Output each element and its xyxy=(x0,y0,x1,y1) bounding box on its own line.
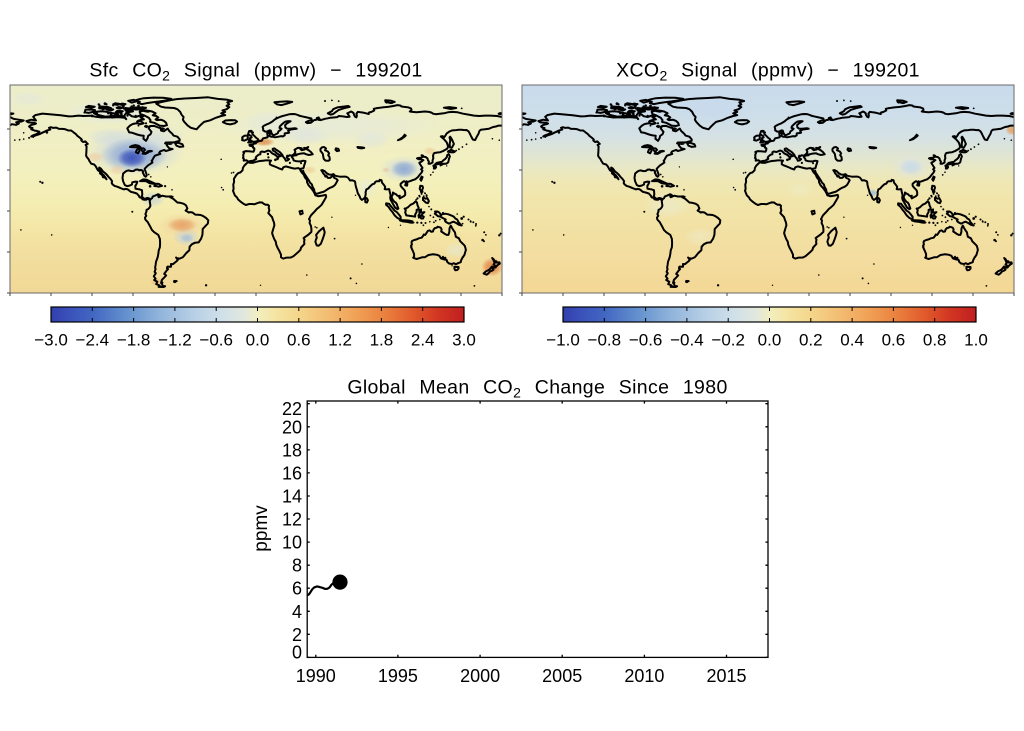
svg-text:−0.4: −0.4 xyxy=(670,330,704,349)
svg-text:−2.4: −2.4 xyxy=(76,330,110,349)
svg-text:−1.2: −1.2 xyxy=(158,330,192,349)
svg-text:2010: 2010 xyxy=(624,666,664,686)
svg-text:1.0: 1.0 xyxy=(964,330,988,349)
svg-text:18: 18 xyxy=(282,440,302,460)
svg-text:0.0: 0.0 xyxy=(758,330,782,349)
svg-text:2005: 2005 xyxy=(542,666,582,686)
svg-text:12: 12 xyxy=(282,510,302,530)
svg-text:−0.8: −0.8 xyxy=(588,330,622,349)
svg-text:4: 4 xyxy=(292,602,302,622)
svg-text:−1.8: −1.8 xyxy=(117,330,151,349)
svg-text:1.8: 1.8 xyxy=(370,330,394,349)
svg-text:2000: 2000 xyxy=(460,666,500,686)
svg-text:2015: 2015 xyxy=(706,666,746,686)
svg-text:20: 20 xyxy=(282,417,302,437)
svg-text:2.4: 2.4 xyxy=(411,330,435,349)
svg-text:14: 14 xyxy=(282,487,302,507)
svg-text:0.6: 0.6 xyxy=(287,330,311,349)
svg-text:2: 2 xyxy=(292,625,302,645)
svg-text:−1.0: −1.0 xyxy=(546,330,580,349)
svg-text:ppmv: ppmv xyxy=(251,505,272,552)
svg-text:0.6: 0.6 xyxy=(882,330,906,349)
svg-text:−0.6: −0.6 xyxy=(199,330,233,349)
svg-text:−0.2: −0.2 xyxy=(711,330,745,349)
svg-text:0.4: 0.4 xyxy=(840,330,864,349)
svg-text:Global Mean CO2 Change Since 1: Global Mean CO2 Change Since 1980 xyxy=(347,377,727,401)
svg-text:22: 22 xyxy=(282,399,302,419)
svg-text:0: 0 xyxy=(292,643,302,663)
svg-text:0.0: 0.0 xyxy=(246,330,270,349)
svg-text:−3.0: −3.0 xyxy=(34,330,68,349)
svg-text:10: 10 xyxy=(282,533,302,553)
svg-text:0.8: 0.8 xyxy=(923,330,947,349)
svg-text:0.2: 0.2 xyxy=(799,330,823,349)
svg-text:6: 6 xyxy=(292,579,302,599)
svg-text:1995: 1995 xyxy=(378,666,418,686)
svg-text:16: 16 xyxy=(282,463,302,483)
svg-text:XCO2 Signal (ppmv) − 199201: XCO2 Signal (ppmv) − 199201 xyxy=(616,60,920,84)
svg-text:Sfc CO2 Signal (ppmv) − 199201: Sfc CO2 Signal (ppmv) − 199201 xyxy=(89,60,422,84)
svg-text:3.0: 3.0 xyxy=(452,330,476,349)
svg-text:1.2: 1.2 xyxy=(328,330,352,349)
svg-text:−0.6: −0.6 xyxy=(629,330,663,349)
svg-text:8: 8 xyxy=(292,556,302,576)
svg-text:1990: 1990 xyxy=(296,666,336,686)
